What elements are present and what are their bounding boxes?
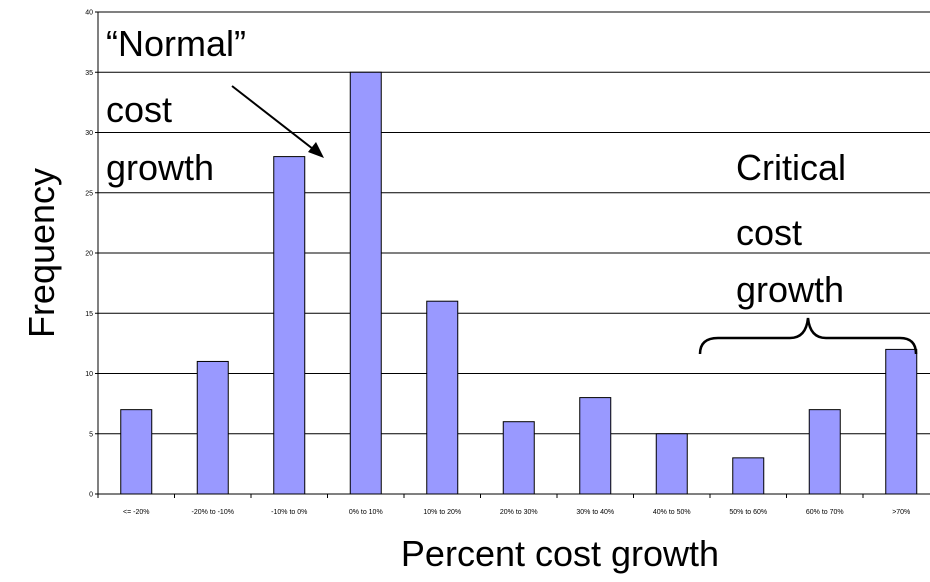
x-tick-label: 0% to 10% [349, 509, 383, 516]
x-tick-label: >70% [892, 509, 910, 516]
bar-3 [349, 71, 382, 495]
x-tick-label: 60% to 70% [806, 509, 844, 516]
normal-annotation-arrow [231, 85, 323, 157]
y-axis-title: Frequency [21, 168, 62, 338]
bar-2 [273, 156, 306, 495]
x-tick-label: 20% to 30% [500, 509, 538, 516]
y-tick-label: 10 [85, 371, 93, 378]
y-tick-label: 35 [85, 70, 93, 77]
normal-annotation-line-2: cost [106, 89, 172, 130]
bar-4 [426, 300, 459, 495]
normal-annotation-line-1: “Normal” [106, 23, 246, 64]
y-tick-label: 0 [89, 492, 93, 499]
y-tick-label: 40 [85, 10, 93, 17]
critical-annotation-brace [698, 317, 918, 355]
bar-5 [502, 421, 535, 495]
y-tick-labels: 0 5 10 15 20 25 30 35 40 [85, 10, 98, 499]
y-tick-label: 5 [89, 431, 93, 438]
grid-lines [98, 11, 930, 435]
y-tick-label: 30 [85, 130, 93, 137]
critical-annotation-line-3: growth [736, 269, 844, 310]
bars [120, 71, 918, 495]
x-tick-label: 10% to 20% [423, 509, 461, 516]
x-tick-labels: <= -20% -20% to -10% -10% to 0% 0% to 10% 10… [97, 494, 910, 516]
bar-7 [655, 433, 688, 495]
bar-6 [579, 397, 612, 495]
x-tick-label: <= -20% [123, 509, 149, 516]
bar-1 [196, 360, 229, 495]
x-tick-label: -10% to 0% [271, 509, 307, 516]
y-tick-label: 15 [85, 311, 93, 318]
bar-8 [732, 457, 765, 495]
bar-9 [808, 409, 841, 495]
x-axis-title: Percent cost growth [401, 533, 719, 574]
bar-0 [120, 409, 153, 495]
critical-annotation-line-1: Critical [736, 147, 846, 188]
y-tick-label: 20 [85, 251, 93, 258]
critical-annotation: Critical cost growth [698, 147, 918, 355]
normal-annotation: “Normal” cost growth [106, 23, 324, 188]
y-tick-label: 25 [85, 190, 93, 197]
bar-10 [885, 348, 918, 495]
normal-annotation-line-3: growth [106, 147, 214, 188]
x-tick-label: 50% to 60% [729, 509, 767, 516]
x-tick-label: 40% to 50% [653, 509, 691, 516]
normal-annotation-arrowhead [308, 142, 324, 158]
x-tick-label: -20% to -10% [192, 509, 234, 516]
x-tick-label: 30% to 40% [576, 509, 614, 516]
critical-annotation-line-2: cost [736, 212, 802, 253]
